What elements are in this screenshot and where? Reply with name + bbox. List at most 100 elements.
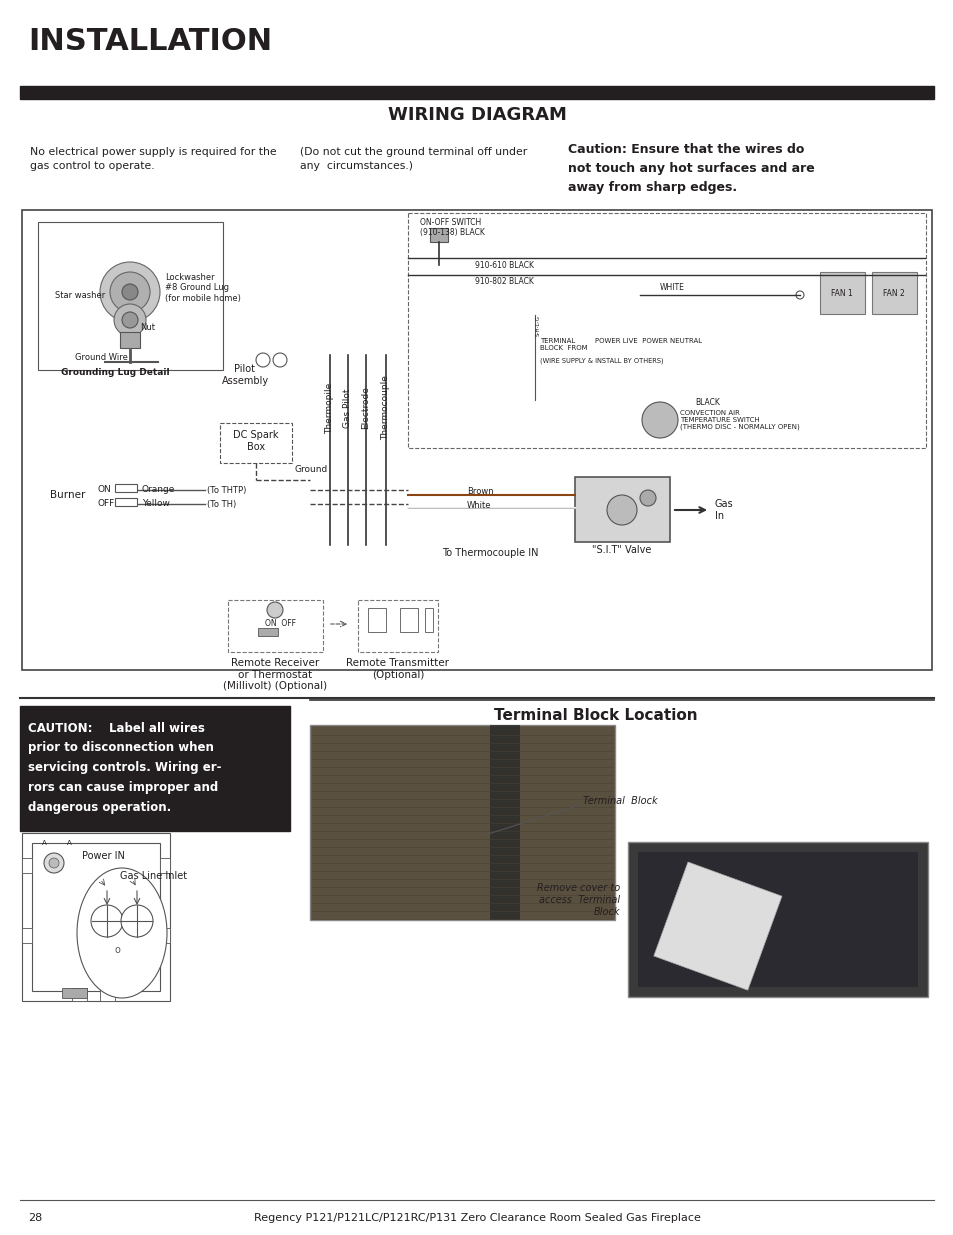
Circle shape — [122, 312, 138, 329]
Text: S-H-L-G: S-H-L-G — [536, 315, 540, 336]
Bar — [62, 988, 87, 998]
Circle shape — [44, 853, 64, 873]
Text: OFF: OFF — [98, 499, 115, 508]
Text: WHITE: WHITE — [659, 284, 684, 293]
Bar — [71, 988, 87, 1002]
Circle shape — [110, 272, 150, 312]
Text: Star washer: Star washer — [54, 290, 105, 300]
Bar — [310, 725, 615, 920]
Text: Thermopile: Thermopile — [325, 383, 335, 433]
Circle shape — [639, 490, 656, 506]
Text: CONVECTION AIR
TEMPERATURE SWITCH
(THERMO DISC - NORMALLY OPEN): CONVECTION AIR TEMPERATURE SWITCH (THERM… — [679, 410, 799, 431]
Text: A: A — [42, 840, 47, 846]
Text: Electrode: Electrode — [361, 387, 370, 430]
Bar — [368, 608, 386, 632]
Circle shape — [113, 304, 146, 336]
Bar — [638, 852, 917, 987]
Circle shape — [100, 262, 160, 322]
Text: Pilot
Assembly: Pilot Assembly — [221, 364, 269, 385]
Bar — [424, 608, 433, 632]
Text: ON-OFF SWITCH
(910-138) BLACK: ON-OFF SWITCH (910-138) BLACK — [419, 219, 484, 237]
Text: o: o — [114, 945, 120, 955]
Text: Grounding Lug Detail: Grounding Lug Detail — [61, 368, 169, 377]
Text: 910-802 BLACK: 910-802 BLACK — [475, 278, 534, 287]
Text: Gas Line Inlet: Gas Line Inlet — [120, 871, 187, 881]
Circle shape — [49, 858, 59, 868]
Text: To Thermocouple IN: To Thermocouple IN — [441, 548, 537, 558]
Bar — [32, 844, 160, 990]
Text: (WIRE SUPPLY & INSTALL BY OTHERS): (WIRE SUPPLY & INSTALL BY OTHERS) — [539, 358, 663, 364]
Bar — [115, 484, 137, 492]
Text: TERMINAL
BLOCK  FROM: TERMINAL BLOCK FROM — [539, 338, 587, 351]
Text: Lockwasher: Lockwasher — [165, 273, 214, 283]
Bar — [115, 498, 137, 506]
Text: Power IN: Power IN — [82, 851, 125, 861]
Text: WIRING DIAGRAM: WIRING DIAGRAM — [387, 106, 566, 124]
Bar — [257, 629, 277, 636]
Bar — [575, 477, 669, 542]
Circle shape — [641, 403, 678, 438]
Bar — [408, 212, 925, 448]
Text: Caution: Ensure that the wires do
not touch any hot surfaces and are
away from s: Caution: Ensure that the wires do not to… — [567, 143, 814, 194]
Text: 28: 28 — [28, 1213, 42, 1223]
Text: No electrical power supply is required for the
gas control to operate.: No electrical power supply is required f… — [30, 147, 276, 170]
Bar — [20, 86, 933, 99]
Bar — [653, 862, 781, 990]
Text: Brown: Brown — [467, 488, 493, 496]
Text: (Do not cut the ground terminal off under
any  circumstances.): (Do not cut the ground terminal off unde… — [299, 147, 527, 170]
Text: Orange: Orange — [142, 485, 175, 494]
Text: (To TH): (To TH) — [207, 499, 236, 509]
Circle shape — [273, 353, 287, 367]
Text: Yellow: Yellow — [142, 499, 170, 509]
Text: White: White — [467, 501, 491, 510]
Bar — [100, 988, 115, 1002]
Text: Burner: Burner — [50, 490, 85, 500]
Bar — [22, 927, 32, 944]
Bar — [160, 858, 170, 873]
Bar — [22, 210, 931, 671]
Text: Nut: Nut — [140, 322, 154, 331]
Text: Remove cover to
access  Terminal
Block: Remove cover to access Terminal Block — [537, 883, 619, 916]
Circle shape — [795, 291, 803, 299]
Bar — [357, 600, 437, 652]
Text: Terminal Block Location: Terminal Block Location — [494, 709, 697, 724]
Text: ON  OFF: ON OFF — [265, 620, 295, 629]
Bar — [490, 725, 519, 920]
Text: A: A — [67, 840, 71, 846]
Circle shape — [122, 284, 138, 300]
Text: POWER LIVE  POWER NEUTRAL: POWER LIVE POWER NEUTRAL — [595, 338, 701, 345]
Text: #8 Ground Lug
(for mobile home): #8 Ground Lug (for mobile home) — [165, 283, 240, 303]
Text: Ground: Ground — [294, 466, 328, 474]
Text: INSTALLATION: INSTALLATION — [28, 27, 272, 57]
Text: CAUTION:    Label all wires
prior to disconnection when
servicing controls. Wiri: CAUTION: Label all wires prior to discon… — [28, 721, 221, 815]
Ellipse shape — [77, 868, 167, 998]
Circle shape — [255, 353, 270, 367]
Bar — [22, 832, 170, 1002]
Text: Regency P121/P121LC/P121RC/P131 Zero Clearance Room Sealed Gas Fireplace: Regency P121/P121LC/P121RC/P131 Zero Cle… — [253, 1213, 700, 1223]
Text: Remote Receiver
or Thermostat
(Millivolt) (Optional): Remote Receiver or Thermostat (Millivolt… — [223, 658, 327, 692]
Text: BLACK: BLACK — [695, 398, 720, 408]
Text: (To THTP): (To THTP) — [207, 485, 246, 494]
Bar — [430, 228, 448, 242]
Text: Thermocouple: Thermocouple — [381, 375, 390, 441]
Circle shape — [121, 905, 152, 937]
Bar — [220, 424, 292, 463]
Bar — [20, 706, 290, 831]
Bar — [160, 927, 170, 944]
Text: Ground Wire: Ground Wire — [75, 352, 128, 362]
Bar — [38, 222, 223, 370]
Bar — [22, 858, 32, 873]
Text: 910-610 BLACK: 910-610 BLACK — [475, 261, 534, 269]
Circle shape — [91, 905, 123, 937]
Bar — [871, 272, 916, 314]
Bar — [228, 600, 323, 652]
Text: ON: ON — [98, 484, 112, 494]
Text: FAN 1: FAN 1 — [830, 289, 852, 298]
Text: DC Spark
Box: DC Spark Box — [233, 430, 278, 452]
Bar — [399, 608, 417, 632]
Text: FAN 2: FAN 2 — [882, 289, 904, 298]
Text: Gas Pilot: Gas Pilot — [343, 388, 352, 427]
Text: "S.I.T" Valve: "S.I.T" Valve — [592, 545, 651, 555]
Circle shape — [267, 601, 283, 618]
Circle shape — [606, 495, 637, 525]
